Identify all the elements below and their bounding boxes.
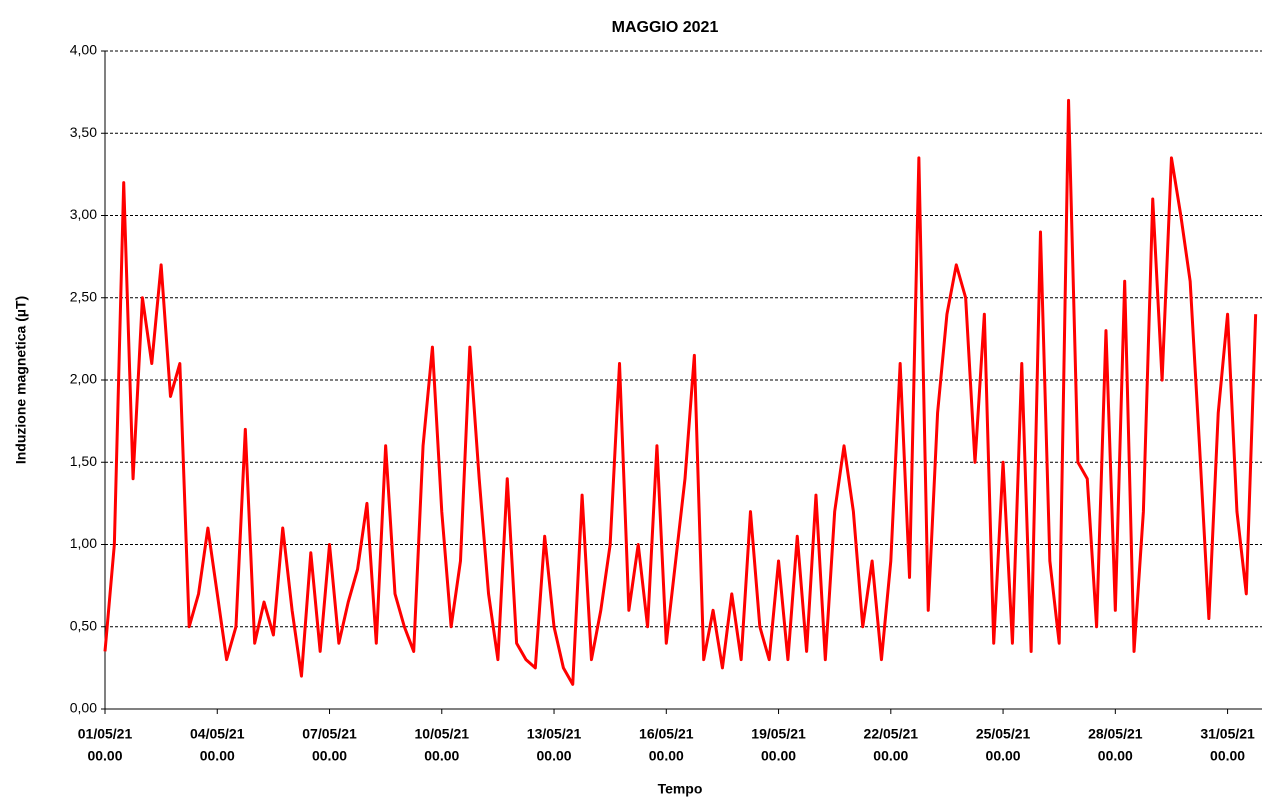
x-tick-label: 13/05/21 xyxy=(527,726,582,742)
x-tick-label: 00.00 xyxy=(87,748,122,764)
x-tick-label: 01/05/21 xyxy=(78,726,133,742)
x-tick-label: 00.00 xyxy=(424,748,459,764)
y-tick-label: 0,00 xyxy=(70,700,97,716)
x-axis-label: Tempo xyxy=(658,781,703,797)
y-tick-label: 1,00 xyxy=(70,535,97,551)
x-tick-label: 00.00 xyxy=(649,748,684,764)
y-axis-label: Induzione magnetica (µT) xyxy=(13,296,29,464)
x-tick-label: 00.00 xyxy=(312,748,347,764)
y-tick-label: 0,50 xyxy=(70,617,97,633)
x-tick-label: 00.00 xyxy=(761,748,796,764)
chart-title: MAGGIO 2021 xyxy=(612,19,719,36)
x-tick-label: 00.00 xyxy=(986,748,1021,764)
x-tick-label: 04/05/21 xyxy=(190,726,245,742)
x-tick-label: 00.00 xyxy=(1098,748,1133,764)
x-tick-label: 28/05/21 xyxy=(1088,726,1143,742)
y-tick-label: 3,00 xyxy=(70,206,97,222)
y-tick-label: 3,50 xyxy=(70,124,97,140)
x-tick-label: 00.00 xyxy=(1210,748,1245,764)
x-tick-label: 19/05/21 xyxy=(751,726,806,742)
x-tick-label: 00.00 xyxy=(200,748,235,764)
y-tick-label: 1,50 xyxy=(70,453,97,469)
x-tick-label: 00.00 xyxy=(537,748,572,764)
x-tick-label: 10/05/21 xyxy=(415,726,470,742)
x-tick-label: 16/05/21 xyxy=(639,726,694,742)
data-line xyxy=(103,98,1258,686)
x-tick-label: 22/05/21 xyxy=(864,726,919,742)
x-tick-label: 07/05/21 xyxy=(302,726,357,742)
y-tick-label: 2,00 xyxy=(70,371,97,387)
y-tick-label: 2,50 xyxy=(70,288,97,304)
x-tick-label: 31/05/21 xyxy=(1200,726,1255,742)
x-tick-label: 25/05/21 xyxy=(976,726,1031,742)
y-tick-label: 4,00 xyxy=(70,42,97,58)
x-tick-label: 00.00 xyxy=(873,748,908,764)
